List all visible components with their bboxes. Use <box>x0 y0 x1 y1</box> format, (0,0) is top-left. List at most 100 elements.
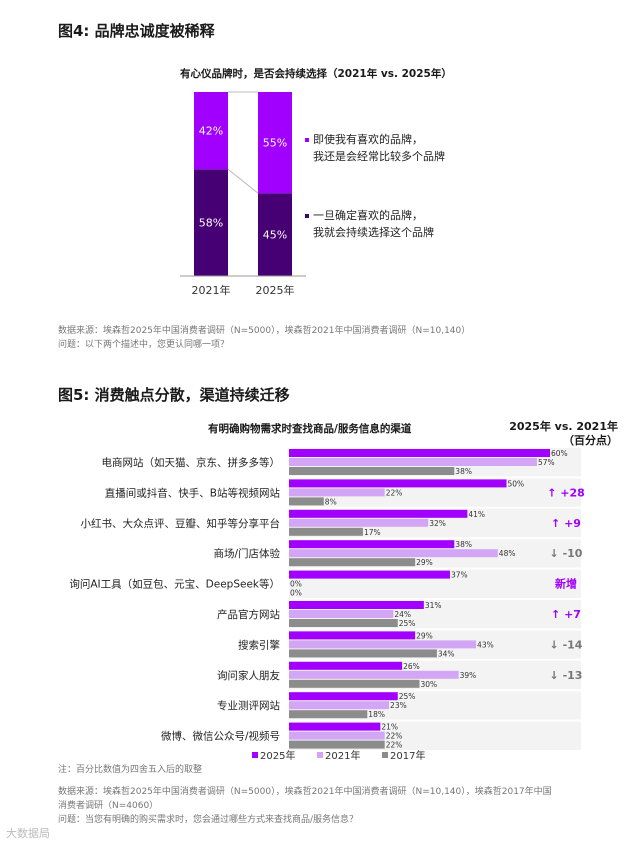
comparison-value: ↓ -10 <box>550 547 583 560</box>
bar-data-label: 29% <box>416 558 433 567</box>
bar-2025年 <box>289 479 507 488</box>
category-label: 搜索引擎 <box>238 638 280 651</box>
watermark-text: 大数据局 <box>6 827 50 840</box>
bar-data-label: 22% <box>386 732 403 741</box>
legend-swatch <box>252 752 258 758</box>
bar-data-label: 57% <box>538 458 555 467</box>
category-label: 小红书、大众点评、豆瓣、知乎等分享平台 <box>81 517 281 530</box>
bar-data-label: 50% <box>508 479 525 488</box>
category-label: 产品官方网站 <box>217 608 280 621</box>
comparison-value: ↓ -14 <box>550 638 583 651</box>
category-tick-label: 2025年 <box>256 283 295 297</box>
bar-2025年 <box>289 692 398 701</box>
bar-2025年 <box>289 722 381 731</box>
bar-2017年 <box>289 497 324 506</box>
bar-2021年 <box>289 549 498 558</box>
bar-2025年 <box>289 601 424 609</box>
bar-data-label: 60% <box>551 449 568 458</box>
bar-2021年 <box>289 458 537 466</box>
bar-2025年 <box>289 449 550 457</box>
bar-2025年 <box>289 661 403 670</box>
bar-data-label: 38% <box>455 467 472 476</box>
bar-data-label: 55% <box>263 137 287 150</box>
figure5-source-line1: 数据来源：埃森哲2025年中国消费者调研（N=5000），埃森哲2021年中国消… <box>58 787 552 797</box>
legend-swatch <box>305 214 309 218</box>
bar-data-label: 39% <box>460 671 477 680</box>
legend-swatch <box>305 138 309 142</box>
bar-data-label: 21% <box>381 723 398 732</box>
stacked-bar-segment <box>194 92 228 170</box>
row-background <box>289 508 581 538</box>
bar-data-label: 8% <box>325 497 337 506</box>
row-background <box>289 478 581 507</box>
figure4-subtitle: 有心仪品牌时，是否会持续选择（2021年 vs. 2025年） <box>180 68 452 80</box>
bar-data-label: 25% <box>399 619 416 628</box>
figure4-question: 问题：以下两个描述中，您更认同哪一项？ <box>58 340 230 350</box>
category-label: 电商网站（如天猫、京东、拼多多等） <box>102 456 281 469</box>
figure5-subtitle: 有明确购物需求时查找商品/服务信息的渠道 <box>208 423 412 435</box>
bar-2025年 <box>289 540 455 549</box>
figure5-question: 问题：当您有明确的购买需求时，您会通过哪些方式来查找商品/服务信息？ <box>58 815 359 825</box>
legend-text-line2: 我就会持续选择这个品牌 <box>313 225 434 239</box>
bar-data-label: 42% <box>199 125 223 138</box>
legend-label: 2021年 <box>325 749 360 762</box>
bar-2017年 <box>289 558 416 567</box>
comparison-value: ↑ +28 <box>547 486 585 499</box>
bar-2021年 <box>289 610 394 618</box>
legend-swatch <box>317 752 323 758</box>
bar-2021年 <box>289 701 390 710</box>
bar-data-label: 22% <box>386 488 403 497</box>
row-background <box>289 721 581 750</box>
bar-data-label: 29% <box>416 631 433 640</box>
bar-data-label: 32% <box>429 519 446 528</box>
category-label: 询问AI工具（如豆包、元宝、DeepSeek等） <box>69 578 280 591</box>
legend-text-line1: 一旦确定喜欢的品牌， <box>313 208 423 222</box>
bar-data-label: 25% <box>399 692 416 701</box>
category-label: 商场/门店体验 <box>213 547 280 560</box>
bar-2017年 <box>289 467 455 475</box>
legend-label: 2025年 <box>260 749 295 762</box>
bar-2025年 <box>289 570 450 579</box>
bar-2021年 <box>289 640 477 649</box>
bar-2017年 <box>289 649 437 658</box>
bar-2021年 <box>289 518 429 527</box>
row-background <box>289 569 581 598</box>
row-background <box>289 448 581 477</box>
figure4-title: 图4: 品牌忠诚度被稀释 <box>58 22 215 40</box>
bar-data-label: 0% <box>290 580 302 589</box>
bar-2017年 <box>289 679 420 688</box>
comparison-value: ↓ -13 <box>550 669 583 682</box>
comparison-value: ↑ +9 <box>551 517 581 530</box>
bar-data-label: 30% <box>421 680 438 689</box>
category-label: 直播间或抖音、快手、B站等视频网站 <box>105 486 281 499</box>
category-tick-label: 2021年 <box>192 283 231 297</box>
category-label: 微博、微信公众号/视频号 <box>161 730 280 743</box>
bar-data-label: 45% <box>263 229 287 242</box>
bar-data-label: 17% <box>364 528 381 537</box>
bar-data-label: 48% <box>499 549 516 558</box>
bar-2025年 <box>289 509 468 518</box>
bar-data-label: 26% <box>403 662 420 671</box>
row-background <box>289 660 581 690</box>
bar-2017年 <box>289 740 385 749</box>
connector-line <box>227 168 259 194</box>
bar-data-label: 43% <box>477 640 494 649</box>
bar-data-label: 0% <box>290 589 302 598</box>
bar-2017年 <box>289 619 398 627</box>
figure5-title: 图5: 消费触点分散，渠道持续迁移 <box>58 386 290 404</box>
bar-2021年 <box>289 488 385 497</box>
legend-label: 2017年 <box>390 749 425 762</box>
row-background <box>289 539 581 568</box>
bar-data-label: 41% <box>468 510 485 519</box>
bar-data-label: 18% <box>368 710 385 719</box>
stacked-bar-segment <box>194 169 228 276</box>
figure4-source: 数据来源：埃森哲2025年中国消费者调研（N=5000），埃森哲2021年中国消… <box>58 326 471 336</box>
legend-text-line2: 我还是会经常比较多个品牌 <box>313 149 445 163</box>
figure5-source-line2: 消费者调研（N=4060） <box>58 801 159 811</box>
bar-2021年 <box>289 731 385 740</box>
comparison-header-line2: （百分点） <box>563 434 618 447</box>
figure5-note: 注：百分比数值为四舍五入后的取整 <box>58 765 203 775</box>
comparison-value: ↑ +7 <box>551 608 581 621</box>
legend-text-line1: 即使我有喜欢的品牌， <box>313 132 423 146</box>
bar-data-label: 38% <box>455 540 472 549</box>
